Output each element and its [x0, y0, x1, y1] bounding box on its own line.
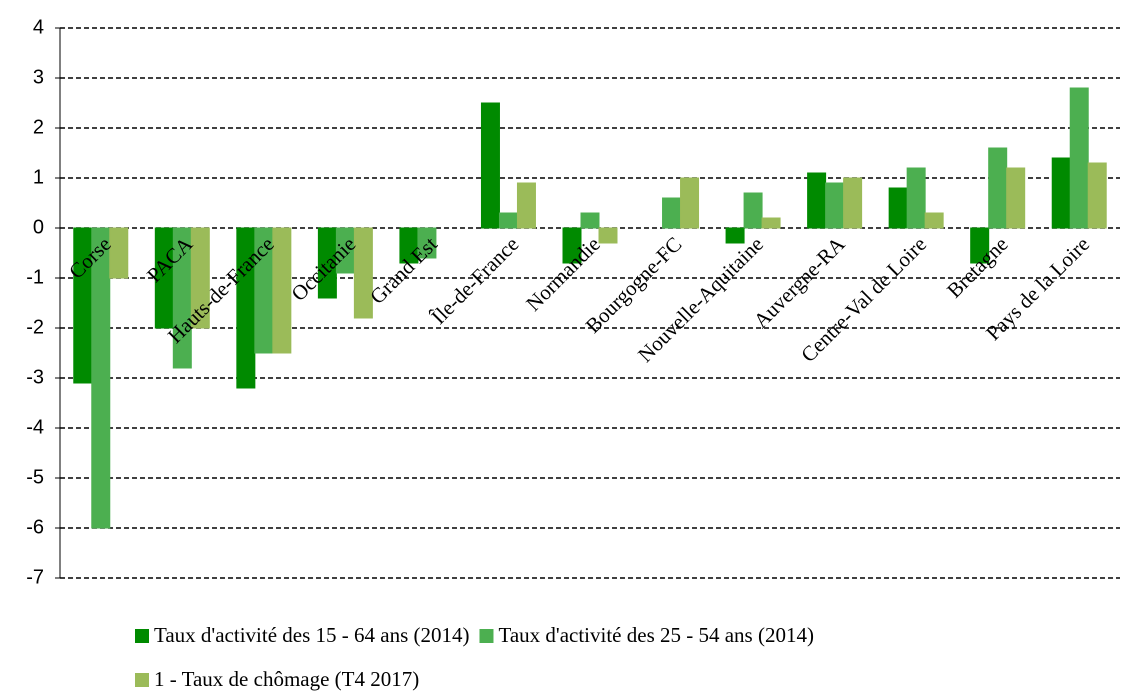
bar — [662, 197, 682, 229]
legend-item: 1 - Taux de chômage (T4 2017) — [135, 667, 419, 691]
bar — [91, 227, 111, 529]
legend-swatch — [135, 629, 149, 643]
y-tick-label: -5 — [26, 466, 44, 488]
bar — [598, 227, 618, 244]
bar — [1006, 167, 1026, 229]
legend-label: Taux d'activité des 25 - 54 ans (2014) — [498, 623, 813, 647]
y-tick-label: -4 — [26, 416, 44, 438]
bar — [743, 192, 763, 229]
bar — [825, 182, 845, 229]
bar — [580, 212, 600, 229]
legend-item: Taux d'activité des 25 - 54 ans (2014) — [479, 623, 814, 647]
bar — [1051, 157, 1071, 229]
y-tick-label: 2 — [33, 116, 44, 138]
bar — [1069, 87, 1089, 229]
bar — [272, 227, 292, 354]
y-tick-label: -7 — [26, 566, 44, 588]
bar — [353, 227, 373, 319]
y-tick-label: -6 — [26, 516, 44, 538]
bar — [480, 102, 500, 229]
bar — [970, 227, 990, 264]
x-tick-label: Île-de-France — [426, 232, 523, 329]
bar — [498, 212, 518, 229]
legend-swatch — [479, 629, 494, 643]
bar — [924, 212, 944, 229]
y-tick-label: -1 — [26, 266, 44, 288]
legend-label: 1 - Taux de chômage (T4 2017) — [154, 667, 419, 691]
bar — [417, 227, 437, 259]
y-tick-label: -3 — [26, 366, 44, 388]
bar — [516, 182, 536, 229]
y-tick-label: 1 — [33, 166, 44, 188]
bar — [988, 147, 1008, 229]
y-tick-label: 0 — [33, 216, 44, 238]
bar — [888, 187, 908, 229]
bar — [190, 227, 210, 329]
legend-item: Taux d'activité des 15 - 64 ans (2014) — [135, 623, 469, 647]
bar — [1087, 162, 1107, 229]
bar — [562, 227, 582, 264]
bar — [843, 177, 863, 229]
bar — [725, 227, 745, 244]
bar — [761, 217, 781, 229]
legend-swatch — [135, 673, 149, 687]
y-tick-label: -2 — [26, 316, 44, 338]
y-tick-label: 3 — [33, 66, 44, 88]
legend-label: Taux d'activité des 15 - 64 ans (2014) — [154, 623, 469, 647]
y-tick-label: 4 — [33, 16, 44, 38]
bar — [807, 172, 827, 229]
bar — [109, 227, 129, 279]
bar — [906, 167, 926, 229]
bar — [680, 177, 700, 229]
